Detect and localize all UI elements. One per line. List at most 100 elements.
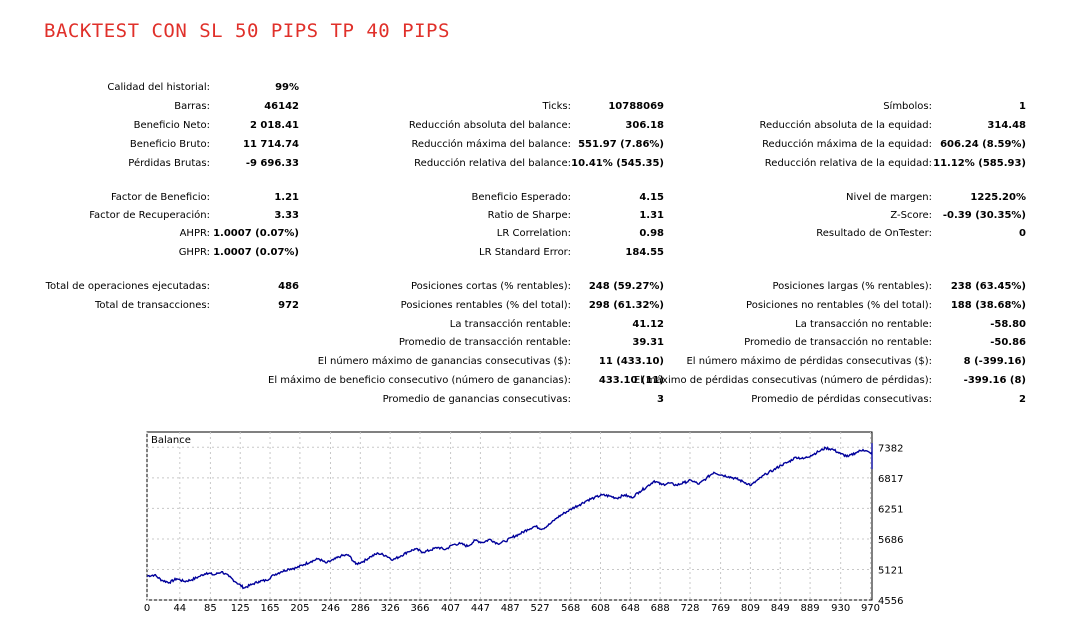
x-tick-label: 728 — [680, 603, 699, 614]
stat-label: Promedio de transacción no rentable: — [744, 337, 932, 348]
stat-label: Z-Score: — [890, 210, 932, 221]
stat-value: 11.12% (585.93) — [933, 158, 1026, 169]
stat-label: GHPR: — [178, 247, 210, 258]
stat-label: Reducción máxima del balance: — [411, 139, 571, 150]
stat-value: 1 — [1019, 101, 1026, 112]
stat-label: Resultado de OnTester: — [816, 228, 932, 239]
x-tick-label: 85 — [204, 603, 217, 614]
stat-value: 298 (61.32%) — [588, 300, 664, 311]
stat-label: Posiciones rentables (% del total): — [400, 300, 571, 311]
stat-label: Posiciones cortas (% rentables): — [411, 281, 571, 292]
stat-label: El número máximo de pérdidas consecutiva… — [686, 356, 932, 367]
stat-value: -58.80 — [990, 319, 1026, 330]
stat-label: Reducción absoluta de la equidad: — [759, 120, 932, 131]
stat-label: Beneficio Neto: — [133, 120, 210, 131]
stat-label: Factor de Beneficio: — [110, 192, 210, 203]
stat-value: -399.16 (8) — [963, 375, 1026, 386]
stat-label: Símbolos: — [883, 101, 932, 112]
stat-value: 433.10 (11) — [598, 375, 664, 386]
stat-label: Beneficio Esperado: — [471, 192, 571, 203]
plot-area — [146, 431, 873, 601]
stat-value: 486 — [278, 281, 299, 292]
y-tick-label: 4556 — [878, 596, 903, 607]
stat-label: Posiciones largas (% rentables): — [772, 281, 932, 292]
stat-value: 238 (63.45%) — [950, 281, 1026, 292]
stat-label: LR Standard Error: — [479, 247, 571, 258]
x-tick-label: 930 — [831, 603, 850, 614]
stat-value: 46142 — [264, 101, 299, 112]
x-tick-label: 205 — [290, 603, 309, 614]
balance-line — [146, 443, 873, 590]
stat-label: Reducción relativa de la equidad: — [764, 158, 932, 169]
x-tick-label: 608 — [591, 603, 610, 614]
x-tick-label: 44 — [173, 603, 186, 614]
stat-value: 1225.20% — [970, 192, 1026, 203]
x-tick-label: 568 — [561, 603, 580, 614]
stat-label: Factor de Recuperación: — [89, 210, 210, 221]
stat-value: -9 696.33 — [245, 158, 299, 169]
stat-label: Reducción relativa del balance: — [414, 158, 571, 169]
stat-label: El máximo de beneficio consecutivo (núme… — [268, 375, 571, 386]
stat-value: 3.33 — [274, 210, 299, 221]
x-tick-label: 165 — [261, 603, 280, 614]
y-tick-label: 6251 — [878, 504, 903, 515]
stat-value: 39.31 — [632, 337, 664, 348]
stat-label: Promedio de transacción rentable: — [398, 337, 571, 348]
x-tick-label: 125 — [231, 603, 250, 614]
stat-value: 10788069 — [608, 101, 664, 112]
stat-label: La transacción rentable: — [449, 319, 571, 330]
stat-label: Beneficio Bruto: — [129, 139, 210, 150]
stat-label: Ratio de Sharpe: — [487, 210, 571, 221]
stat-value: 972 — [278, 300, 299, 311]
stat-label: Total de operaciones ejecutadas: — [45, 281, 210, 292]
stat-label: AHPR: — [179, 228, 210, 239]
stat-value: 11 (433.10) — [598, 356, 664, 367]
stat-value: 2 — [1019, 394, 1026, 405]
x-tick-label: 487 — [501, 603, 520, 614]
stat-value: 2 018.41 — [249, 120, 299, 131]
chart-title: Balance — [151, 435, 191, 446]
stat-label: El número máximo de ganancias consecutiv… — [317, 356, 571, 367]
y-tick-label: 7382 — [878, 443, 903, 454]
stat-value: 10.41% (545.35) — [571, 158, 664, 169]
stat-label: Ticks: — [542, 101, 571, 112]
x-tick-label: 407 — [441, 603, 460, 614]
y-tick-label: 5686 — [878, 535, 903, 546]
x-tick-label: 246 — [321, 603, 340, 614]
stat-value: 306.18 — [625, 120, 664, 131]
stat-value: 0 — [1019, 228, 1026, 239]
stat-label: Barras: — [174, 101, 210, 112]
stat-label: Posiciones no rentables (% del total): — [746, 300, 932, 311]
stat-value: 248 (59.27%) — [588, 281, 664, 292]
stat-value: 11 714.74 — [243, 139, 299, 150]
stat-value: 184.55 — [625, 247, 664, 258]
x-tick-label: 366 — [410, 603, 429, 614]
stat-value: -50.86 — [990, 337, 1026, 348]
stat-label: LR Correlation: — [496, 228, 571, 239]
stat-value: 314.48 — [987, 120, 1026, 131]
stat-value: 0.98 — [639, 228, 664, 239]
x-tick-label: 527 — [531, 603, 550, 614]
stat-value: 99% — [275, 82, 299, 93]
stat-value: 3 — [657, 394, 664, 405]
stat-label: La transacción no rentable: — [795, 319, 932, 330]
x-tick-label: 769 — [711, 603, 730, 614]
stat-value: 41.12 — [632, 319, 664, 330]
y-tick-label: 6817 — [878, 474, 903, 485]
stat-value: 606.24 (8.59%) — [940, 139, 1026, 150]
report-title: BACKTEST CON SL 50 PIPS TP 40 PIPS — [44, 20, 450, 42]
stat-value: 1.0007 (0.07%) — [213, 247, 299, 258]
stat-label: Promedio de ganancias consecutivas: — [382, 394, 571, 405]
x-tick-label: 326 — [381, 603, 400, 614]
stat-label: El máximo de pérdidas consecutivas (núme… — [633, 375, 932, 386]
stat-label: Reducción absoluta del balance: — [408, 120, 571, 131]
stat-label: Pérdidas Brutas: — [128, 158, 210, 169]
stat-value: 1.0007 (0.07%) — [213, 228, 299, 239]
x-tick-label: 849 — [771, 603, 790, 614]
x-tick-label: 809 — [741, 603, 760, 614]
stat-value: 1.31 — [639, 210, 664, 221]
stat-value: 4.15 — [639, 192, 664, 203]
x-tick-label: 0 — [144, 603, 150, 614]
y-tick-label: 5121 — [878, 565, 903, 576]
